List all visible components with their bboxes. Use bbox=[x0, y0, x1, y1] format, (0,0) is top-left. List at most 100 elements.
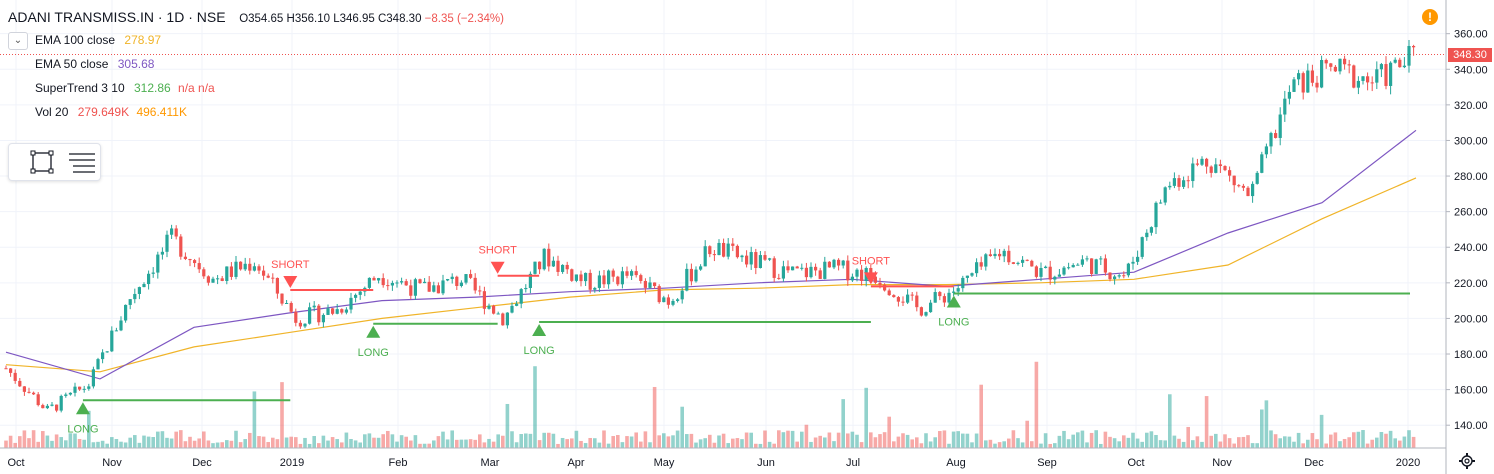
volume-bar bbox=[1195, 436, 1200, 448]
long-label: LONG bbox=[938, 317, 969, 329]
short-label: SHORT bbox=[852, 255, 891, 267]
volume-bar bbox=[928, 441, 933, 448]
volume-bar bbox=[1333, 432, 1338, 448]
volume-bar bbox=[137, 442, 142, 448]
volume-bar bbox=[77, 438, 82, 448]
candle-body bbox=[1361, 76, 1365, 81]
price-tick-label: 140.00 bbox=[1454, 420, 1488, 432]
candle-body bbox=[933, 292, 937, 303]
volume-bar bbox=[1283, 436, 1287, 448]
candle-body bbox=[1343, 58, 1347, 65]
volume-bar bbox=[229, 440, 234, 448]
volume-bar bbox=[758, 443, 763, 448]
volume-bar bbox=[1131, 432, 1135, 448]
candle-body bbox=[1159, 202, 1163, 204]
volume-bar bbox=[68, 433, 73, 448]
candle-body bbox=[216, 278, 220, 280]
candle-body bbox=[124, 304, 128, 321]
volume-bar bbox=[294, 437, 298, 448]
time-tick-label: Jul bbox=[846, 457, 860, 469]
volume-bar bbox=[979, 384, 983, 448]
volume-bar bbox=[418, 443, 422, 448]
volume-bar bbox=[326, 440, 330, 448]
candle-body bbox=[354, 294, 358, 298]
candle-body bbox=[18, 380, 22, 387]
indicator-ema50[interactable]: EMA 50 close 305.68 bbox=[35, 57, 155, 71]
candle-body bbox=[137, 287, 141, 294]
candle-body bbox=[78, 386, 82, 390]
volume-bar bbox=[289, 436, 293, 448]
volume-bar bbox=[666, 436, 671, 448]
low-value: L346.95 bbox=[333, 13, 375, 25]
volume-bar bbox=[4, 440, 8, 448]
volume-bar bbox=[951, 431, 956, 448]
candle-body bbox=[1324, 60, 1328, 64]
volume-bar bbox=[1057, 435, 1062, 448]
volume-bar bbox=[620, 442, 625, 448]
volume-bar bbox=[436, 436, 441, 448]
collapse-legend-button[interactable]: ⌄ bbox=[8, 32, 28, 50]
candle-body bbox=[906, 294, 910, 303]
indicator-ema100[interactable]: EMA 100 close 278.97 bbox=[35, 33, 162, 47]
candle-body bbox=[804, 267, 808, 278]
volume-bar bbox=[528, 433, 533, 448]
candle-body bbox=[800, 267, 804, 269]
volume-bar bbox=[459, 439, 464, 448]
volume-bar bbox=[390, 434, 395, 448]
candle-body bbox=[611, 270, 615, 277]
supertrend-signals: LONG SHORT LONG SHORT LONG SHORT LONG bbox=[67, 245, 1410, 435]
indicator-volume[interactable]: Vol 20 279.649K 496.411K bbox=[35, 105, 187, 119]
candle-body bbox=[469, 274, 473, 278]
volume-bar bbox=[1237, 437, 1241, 448]
candle-body bbox=[257, 266, 261, 271]
volume-bar bbox=[1168, 394, 1172, 448]
candle-body bbox=[643, 280, 647, 288]
volume-bar bbox=[754, 443, 758, 448]
volume-bar bbox=[1287, 436, 1292, 448]
volume-bar bbox=[128, 437, 132, 448]
volume-bar bbox=[220, 442, 224, 448]
candle-body bbox=[565, 264, 569, 270]
candle-body bbox=[970, 273, 974, 276]
candle-body bbox=[211, 278, 215, 283]
candle-body bbox=[1218, 164, 1222, 167]
candle-body bbox=[1090, 258, 1094, 274]
candle-body bbox=[1297, 73, 1301, 80]
volume-bar bbox=[961, 433, 965, 448]
candle-body bbox=[602, 275, 606, 285]
candle-body bbox=[280, 293, 284, 304]
volume-bar bbox=[721, 433, 726, 448]
candle-body bbox=[855, 269, 859, 277]
volume-bar bbox=[110, 437, 114, 448]
alert-icon[interactable]: ! bbox=[1422, 9, 1438, 25]
symbol-title: ADANI TRANSMISS.IN · 1D · NSE bbox=[8, 9, 226, 25]
candle-body bbox=[625, 271, 629, 276]
long-label: LONG bbox=[358, 347, 389, 359]
volume-bar bbox=[491, 441, 496, 448]
candle-body bbox=[331, 308, 335, 314]
candle-body bbox=[1103, 258, 1107, 273]
candle-body bbox=[1214, 164, 1218, 173]
candle-body bbox=[404, 281, 408, 286]
candle-body bbox=[413, 279, 417, 296]
symbol-header: ADANI TRANSMISS.IN · 1D · NSE O354.65 H3… bbox=[8, 9, 504, 25]
candle-body bbox=[556, 260, 560, 272]
square-tool-icon[interactable] bbox=[30, 150, 54, 174]
ema100-line bbox=[5, 177, 1417, 373]
candle-body bbox=[487, 305, 491, 309]
candle-body bbox=[326, 308, 330, 315]
volume-bar bbox=[542, 432, 546, 448]
candle-body bbox=[694, 269, 698, 282]
volume-bar bbox=[1411, 436, 1416, 448]
volume-bar bbox=[404, 436, 408, 448]
indicator-supertrend[interactable]: SuperTrend 3 10 312.86 n/a n/a bbox=[35, 81, 215, 95]
volume-bar bbox=[105, 443, 109, 448]
candle-body bbox=[1025, 259, 1029, 261]
candle-body bbox=[919, 307, 923, 316]
volume-bar bbox=[473, 439, 477, 448]
list-icon[interactable] bbox=[69, 153, 95, 173]
gear-icon[interactable] bbox=[1458, 452, 1476, 470]
candle-body bbox=[1223, 166, 1227, 171]
candle-body bbox=[335, 309, 339, 314]
